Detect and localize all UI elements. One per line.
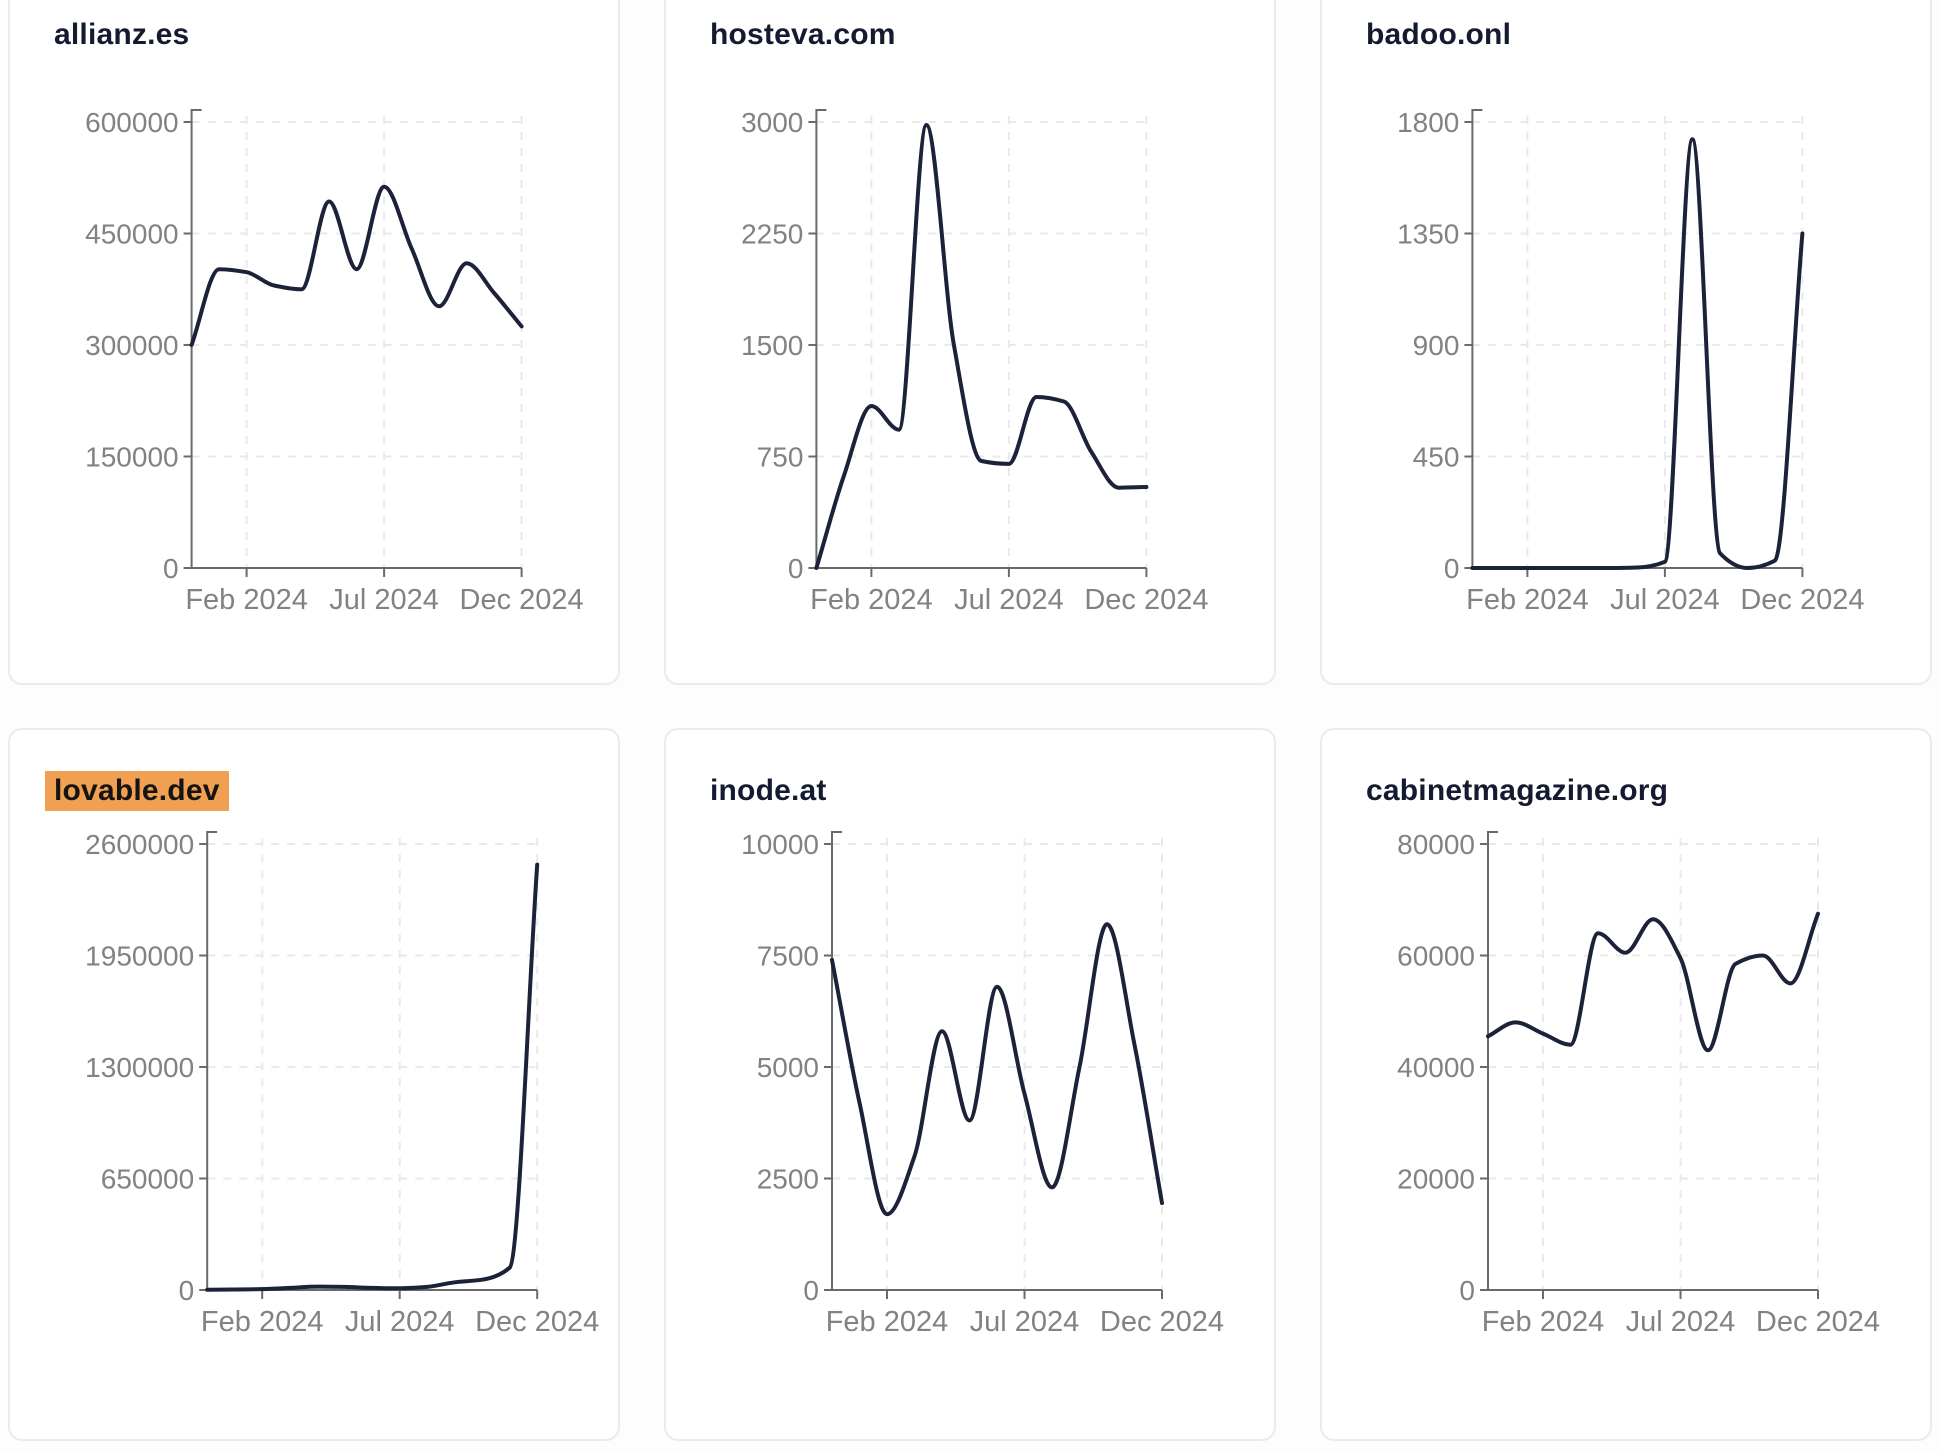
gridlines	[191, 116, 523, 568]
y-axis-tick-label: 80000	[1397, 829, 1475, 860]
y-axis-tick-label: 20000	[1397, 1164, 1475, 1195]
traffic-series-line	[189, 184, 524, 347]
traffic-line-chart: 0 750 1500 2250 3000 Feb 2024 Jul 2024 Dec 2024	[741, 107, 1208, 616]
traffic-series-line	[205, 862, 540, 1292]
y-axis-tick-label: 0	[179, 1275, 195, 1306]
y-axis-tick-label: 900	[1413, 330, 1460, 361]
axes: 0 750 1500 2250 3000 Feb 2024 Jul 2024 Dec 2024	[741, 107, 1208, 616]
y-axis-tick-label: 1350	[1397, 219, 1459, 250]
y-axis-tick-label: 600000	[85, 107, 178, 138]
axes: 0 20000 40000 60000 80000 Feb 2024 Jul 2024 Dec…	[1397, 829, 1880, 1338]
y-axis-tick-label: 150000	[85, 442, 178, 473]
gridlines	[1488, 838, 1819, 1290]
chart-card-inode-at: inode.at 0 2500 5000 7500 10000 Feb 2024 Jul 2…	[664, 728, 1276, 1441]
y-axis-tick-label: 300000	[85, 330, 178, 361]
x-axis-tick-label: Feb 2024	[826, 1306, 949, 1338]
x-axis-tick-label: Jul 2024	[329, 584, 439, 616]
traffic-line-chart: 0 2500 5000 7500 10000 Feb 2024 Jul 2024 Dec 20…	[741, 829, 1224, 1338]
chart-title: badoo.onl	[1366, 18, 1511, 52]
gridlines	[816, 116, 1148, 568]
x-axis-tick-label: Feb 2024	[810, 584, 933, 616]
y-axis-tick-label: 7500	[757, 941, 819, 972]
y-axis-tick-label: 0	[163, 553, 179, 584]
y-axis-tick-label: 1800	[1397, 107, 1459, 138]
chart-title-text: allianz.es	[54, 18, 190, 51]
axes: 0 2500 5000 7500 10000 Feb 2024 Jul 2024 Dec 20…	[741, 829, 1224, 1338]
x-axis-tick-label: Dec 2024	[1100, 1306, 1224, 1338]
traffic-series-line	[814, 123, 1149, 570]
y-axis-tick-label: 750	[757, 442, 804, 473]
y-axis-tick-label: 2600000	[85, 829, 194, 860]
y-axis-tick-label: 2500	[757, 1164, 819, 1195]
y-axis-tick-label: 10000	[741, 829, 819, 860]
x-axis-tick-label: Dec 2024	[1756, 1306, 1880, 1338]
chart-title-text: hosteva.com	[710, 18, 896, 51]
traffic-series-line	[1470, 137, 1805, 570]
chart-card-lovable-dev: lovable.dev 0 650000 1300000 1950000 2600000…	[8, 728, 620, 1441]
traffic-line-chart: 0 150000 300000 450000 600000 Feb 2024 Jul 202…	[85, 107, 584, 616]
chart-card-allianz-es: allianz.es 0 150000 300000 450000 600000 Feb …	[8, 0, 620, 685]
gridlines	[1472, 116, 1804, 568]
y-axis-tick-label: 40000	[1397, 1052, 1475, 1083]
y-axis-tick-label: 0	[788, 553, 804, 584]
x-axis-tick-label: Dec 2024	[1740, 584, 1864, 616]
chart-title: inode.at	[710, 774, 827, 808]
y-axis-tick-label: 2250	[741, 219, 803, 250]
traffic-series-line	[830, 922, 1164, 1217]
y-axis-tick-label: 450	[1413, 442, 1460, 473]
axes: 0 450 900 1350 1800 Feb 2024 Jul 2024 Dec 2024	[1397, 107, 1864, 616]
chart-card-cabinetmagazine-org: cabinetmagazine.org 0 20000 40000 60000 8000…	[1320, 728, 1932, 1441]
y-axis-tick-label: 60000	[1397, 941, 1475, 972]
chart-card-hosteva-com: hosteva.com 0 750 1500 2250 3000 Feb 2024 Jul …	[664, 0, 1276, 685]
x-axis-tick-label: Jul 2024	[1610, 584, 1720, 616]
chart-title: cabinetmagazine.org	[1366, 774, 1668, 808]
x-axis-tick-label: Jul 2024	[954, 584, 1064, 616]
traffic-line-chart: 0 20000 40000 60000 80000 Feb 2024 Jul 2024 Dec…	[1397, 829, 1880, 1338]
x-axis-tick-label: Jul 2024	[1626, 1306, 1736, 1338]
chart-title-text: cabinetmagazine.org	[1366, 774, 1669, 807]
y-axis-tick-label: 0	[1444, 553, 1460, 584]
traffic-line-chart: 0 650000 1300000 1950000 2600000 Feb 2024 Jul …	[85, 829, 599, 1338]
gridlines	[207, 838, 539, 1290]
chart-title-text: badoo.onl	[1366, 18, 1512, 51]
x-axis-tick-label: Feb 2024	[201, 1306, 324, 1338]
y-axis-tick-label: 650000	[101, 1164, 194, 1195]
x-axis-tick-label: Feb 2024	[185, 584, 308, 616]
y-axis-tick-label: 5000	[757, 1052, 819, 1083]
x-axis-tick-label: Jul 2024	[345, 1306, 455, 1338]
y-axis-tick-label: 0	[1459, 1275, 1475, 1306]
chart-title-text-highlighted: lovable.dev	[45, 771, 229, 811]
x-axis-tick-label: Dec 2024	[460, 584, 584, 616]
x-axis-tick-label: Dec 2024	[475, 1306, 599, 1338]
axes: 0 150000 300000 450000 600000 Feb 2024 Jul 202…	[85, 107, 584, 616]
y-axis-tick-label: 1300000	[85, 1052, 194, 1083]
x-axis-tick-label: Jul 2024	[970, 1306, 1080, 1338]
x-axis-tick-label: Feb 2024	[1466, 584, 1589, 616]
y-axis-tick-label: 0	[803, 1275, 819, 1306]
y-axis-tick-label: 1500	[741, 330, 803, 361]
y-axis-tick-label: 450000	[85, 219, 178, 250]
gridlines	[832, 838, 1163, 1290]
traffic-series-line	[1486, 911, 1820, 1053]
axes: 0 650000 1300000 1950000 2600000 Feb 2024 Jul …	[85, 829, 599, 1338]
chart-title: hosteva.com	[710, 18, 896, 52]
chart-title: allianz.es	[54, 18, 189, 52]
y-axis-tick-label: 3000	[741, 107, 803, 138]
chart-card-badoo-onl: badoo.onl 0 450 900 1350 1800 Feb 2024 Jul 202…	[1320, 0, 1932, 685]
traffic-line-chart: 0 450 900 1350 1800 Feb 2024 Jul 2024 Dec 2024	[1397, 107, 1864, 616]
x-axis-tick-label: Dec 2024	[1084, 584, 1208, 616]
x-axis-tick-label: Feb 2024	[1482, 1306, 1605, 1338]
chart-title-text: inode.at	[710, 774, 827, 807]
y-axis-tick-label: 1950000	[85, 941, 194, 972]
chart-title: lovable.dev	[45, 771, 229, 811]
